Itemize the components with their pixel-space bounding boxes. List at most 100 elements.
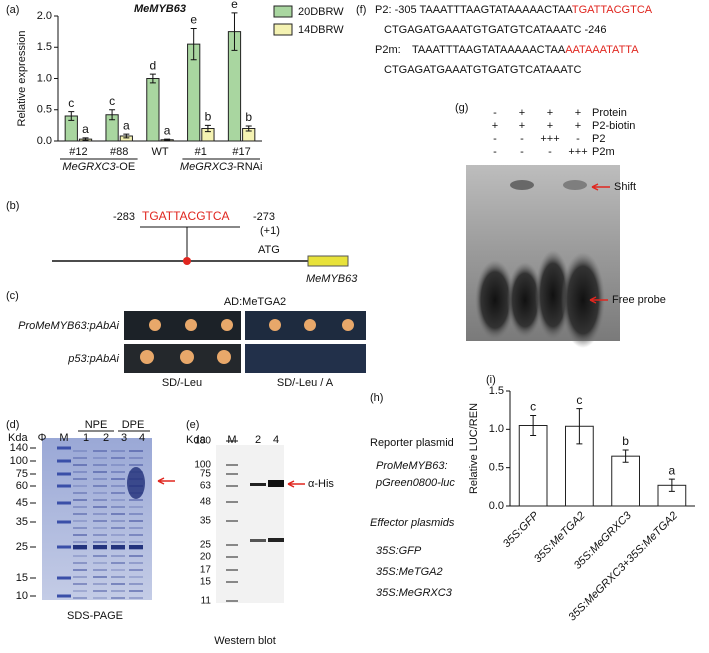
bar [611,455,640,507]
band [111,499,125,501]
band [93,534,107,536]
band [129,450,143,452]
band [73,520,87,522]
band [129,499,143,501]
band-label: Free probe [612,294,666,306]
lane-label: M [59,432,68,444]
significance-letter: a [123,118,130,132]
y-tick-label: 1.0 [37,72,52,84]
condition: - [493,146,497,158]
y-tick-label: 1.5 [489,385,504,397]
band [250,483,266,486]
emsa-bands [475,180,605,348]
coordinate: -283 [113,211,135,223]
y-axis-label: Relative expression [16,31,28,127]
band [93,583,107,585]
band [73,450,87,452]
band [57,594,71,598]
condition-name: P2m [592,146,615,158]
band [73,478,87,480]
band [73,534,87,536]
band [57,545,71,549]
group-label: DPE [122,419,145,431]
band [93,450,107,452]
sequence: CTGAGATGAAATGTGATGTCATAAATC [384,64,581,76]
band [111,576,125,578]
gel-bands [57,446,145,599]
legend-swatch [273,23,293,36]
band [93,545,107,549]
band [73,583,87,585]
band [57,484,71,488]
band [73,499,87,501]
marker-label: 35 [16,516,28,528]
band [129,597,143,599]
band [111,492,125,494]
tss-label: (+1) [260,225,280,237]
heading: Effector plasmids [370,517,455,529]
group-label: NPE [85,419,108,431]
band [73,576,87,578]
band [129,527,143,529]
band [226,501,238,503]
band [73,590,87,592]
band [111,541,125,543]
band [111,534,125,536]
band [129,562,143,564]
y-tick-label: 0.5 [37,104,52,116]
condition: - [493,107,497,119]
error-bar [576,408,583,445]
band [93,527,107,529]
band [73,485,87,487]
significance-letter: c [530,400,536,414]
band [57,576,71,580]
condition: - [520,146,524,158]
marker-label: 15 [200,577,212,588]
atg-label: ATG [258,244,280,256]
band [129,590,143,592]
band [73,513,87,515]
band [268,480,284,487]
blot [216,445,284,603]
band [57,520,71,524]
marker-label: 75 [16,468,28,480]
band [93,492,107,494]
band [73,555,87,557]
x-tick-label: #1 [195,146,207,158]
panel-label: (f) [356,4,366,16]
band [93,541,107,543]
band [93,520,107,522]
band [226,600,238,602]
marker-label: 100 [10,455,28,467]
condition: +++ [540,133,559,145]
band [129,545,143,549]
panel-label: (i) [486,374,496,386]
band [93,478,107,480]
band [93,471,107,473]
band [226,556,238,558]
y-tick-label: 2.0 [37,10,52,22]
panel-label: (a) [6,4,19,16]
error-bar [109,109,116,121]
band [111,597,125,599]
band [226,581,238,583]
medium-label: SD/-Leu / A [277,377,334,389]
tag-label: α-His [308,478,334,490]
band [111,450,125,452]
legend-swatch [273,5,293,18]
error-bar [190,28,197,61]
bar [146,78,160,142]
marker-label: 20 [200,552,212,563]
panel-label: (c) [6,290,19,302]
plasmid: 35S:GFP [376,545,422,557]
band [111,562,125,564]
colonies [140,319,354,364]
error-bar [231,12,238,51]
band [129,457,143,459]
marker-label: 63 [200,481,212,492]
error-bar [622,449,629,463]
panel-label: (b) [6,200,19,212]
row-label: ProMeMYB63:pAbAi [18,320,119,332]
band [129,520,143,522]
